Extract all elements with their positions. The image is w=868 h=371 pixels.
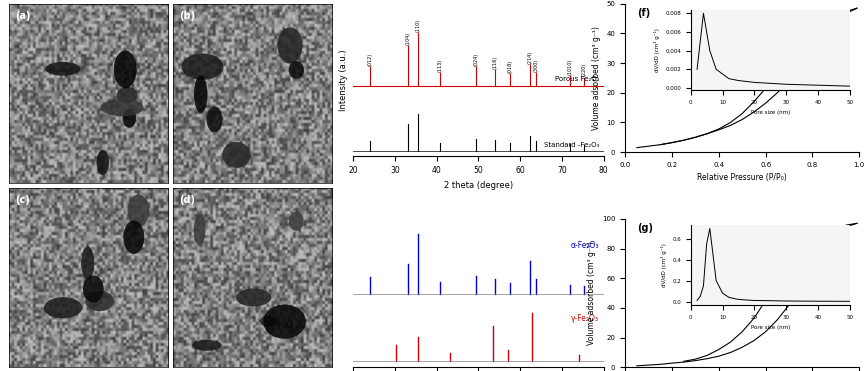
Ellipse shape bbox=[263, 305, 306, 339]
Ellipse shape bbox=[96, 150, 109, 175]
Text: (220): (220) bbox=[582, 63, 587, 76]
Text: γ-Fe₂O₃: γ-Fe₂O₃ bbox=[571, 314, 600, 323]
Ellipse shape bbox=[194, 75, 207, 113]
X-axis label: Relative Pressure (P/P₀): Relative Pressure (P/P₀) bbox=[697, 173, 787, 183]
Text: (f): (f) bbox=[637, 8, 650, 18]
Ellipse shape bbox=[207, 106, 222, 132]
Ellipse shape bbox=[123, 220, 144, 254]
Text: (1010): (1010) bbox=[568, 59, 572, 75]
Ellipse shape bbox=[128, 195, 149, 227]
Text: (a): (a) bbox=[15, 11, 30, 21]
Text: (116): (116) bbox=[493, 56, 497, 69]
Ellipse shape bbox=[288, 61, 304, 79]
Text: (d): (d) bbox=[179, 196, 195, 206]
Ellipse shape bbox=[192, 340, 221, 351]
Text: Standard -Fe₂O₃: Standard -Fe₂O₃ bbox=[544, 142, 600, 148]
Ellipse shape bbox=[222, 142, 251, 168]
Text: (g): (g) bbox=[637, 223, 653, 233]
Text: Porous Fe₂O₃: Porous Fe₂O₃ bbox=[555, 76, 600, 82]
Text: (b): (b) bbox=[179, 11, 195, 21]
Text: (110): (110) bbox=[416, 19, 421, 32]
Ellipse shape bbox=[117, 87, 137, 103]
X-axis label: 2 theta (degree): 2 theta (degree) bbox=[444, 181, 513, 190]
Text: (113): (113) bbox=[437, 59, 443, 72]
Ellipse shape bbox=[289, 211, 304, 231]
Ellipse shape bbox=[194, 215, 206, 245]
Text: α-Fe₂O₃: α-Fe₂O₃ bbox=[571, 241, 600, 250]
Text: (c): (c) bbox=[15, 196, 30, 206]
Text: (214): (214) bbox=[528, 50, 533, 64]
Ellipse shape bbox=[181, 53, 223, 80]
Text: (018): (018) bbox=[507, 60, 512, 73]
Ellipse shape bbox=[260, 315, 277, 327]
Ellipse shape bbox=[236, 288, 272, 306]
Text: (012): (012) bbox=[368, 53, 373, 66]
Text: (104): (104) bbox=[405, 32, 411, 45]
Y-axis label: Intensity (a.u.): Intensity (a.u.) bbox=[339, 49, 348, 111]
Ellipse shape bbox=[45, 62, 81, 76]
Ellipse shape bbox=[101, 99, 143, 116]
Y-axis label: Volume adsorbed (cm³ g⁻¹): Volume adsorbed (cm³ g⁻¹) bbox=[588, 241, 596, 345]
Ellipse shape bbox=[82, 246, 95, 280]
Text: (024): (024) bbox=[473, 53, 478, 66]
Ellipse shape bbox=[83, 275, 104, 303]
Text: (300): (300) bbox=[534, 59, 539, 72]
Ellipse shape bbox=[43, 297, 82, 318]
Ellipse shape bbox=[85, 291, 114, 311]
Ellipse shape bbox=[278, 27, 303, 63]
Ellipse shape bbox=[114, 50, 136, 88]
Ellipse shape bbox=[122, 109, 136, 128]
Y-axis label: Volume adsorbed (cm³ g⁻¹): Volume adsorbed (cm³ g⁻¹) bbox=[592, 26, 601, 130]
